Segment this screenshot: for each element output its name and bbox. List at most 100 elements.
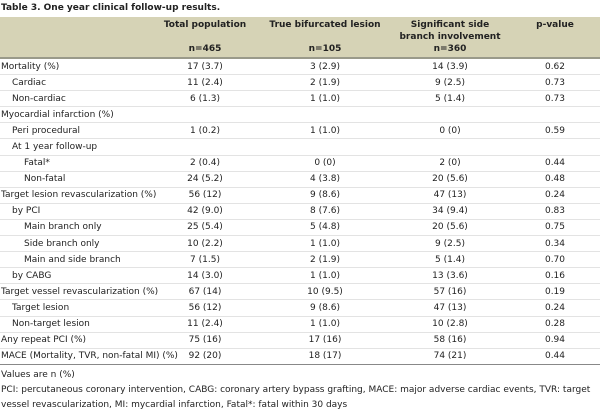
row-value: 2 (0.4) [150,155,260,172]
row-value: 25 (5.4) [150,219,260,237]
row-label: Peri procedural [0,122,150,140]
row-value: 11 (2.4) [150,316,260,333]
col-n: n=360 [433,44,467,54]
row-label: Myocardial infarction (%) [0,106,150,124]
row-value: 0.73 [510,90,600,108]
header-pvalue: p-value [510,17,600,58]
row-value: 34 (9.4) [390,203,510,220]
row-label: Side branch only [0,235,150,253]
row-value: 18 (17) [260,348,390,365]
col-name: Significant side branch involvement [399,20,501,42]
row-value: 0.59 [510,122,600,140]
row-label: by PCI [0,203,150,220]
row-value: 24 (5.2) [150,171,260,188]
row-label: MACE (Mortality, TVR, non-fatal MI) (%) [0,348,178,365]
row-value: 9 (2.5) [390,235,510,253]
note: Values are n (%) [1,369,75,380]
table-row: At 1 year follow-up [0,138,600,156]
row-value [150,106,260,124]
table-notes: Values are n (%) PCI: percutaneous coron… [0,365,600,416]
row-value: 56 (12) [150,187,260,204]
table-row: by PCI 42 (9.0) 8 (7.6) 34 (9.4) 0.83 [0,203,600,220]
row-label: Target lesion revascularization (%) [0,187,156,204]
row-value: 0.75 [510,219,600,237]
row-value: 10 (2.8) [390,316,510,333]
note: PCI: percutaneous coronary intervention,… [1,384,591,410]
row-value: 67 (14) [150,283,260,301]
table-row: Target lesion 56 (12) 9 (8.6) 47 (13) 0.24 [0,299,600,317]
row-label: Mortality (%) [0,58,150,76]
row-label: Any repeat PCI (%) [0,332,150,349]
row-value: 13 (3.6) [390,267,510,285]
row-value: 5 (4.8) [260,219,390,237]
row-value: 11 (2.4) [150,74,260,92]
row-value: 47 (13) [390,299,510,317]
row-value: 0.24 [510,187,600,204]
row-value: 0.16 [510,267,600,285]
row-value [260,106,390,124]
row-value: 56 (12) [150,299,260,317]
header-row: Total population n=465 True bifurcated le… [0,17,600,58]
row-value: 0.83 [510,203,600,220]
row-value: 2 (0) [390,155,510,172]
row-value: 3 (2.9) [260,58,390,76]
table-row: Mortality (%) 17 (3.7) 3 (2.9) 14 (3.9) 0.62 [0,58,600,76]
row-value: 74 (21) [390,348,510,365]
row-value: 9 (8.6) [260,299,390,317]
header-true: True bifurcated lesion n=105 [260,17,390,58]
table-row: by CABG 14 (3.0) 1 (1.0) 13 (3.6) 0.16 [0,267,600,285]
row-label: Non-fatal [0,171,150,188]
row-value: 2 (1.9) [260,74,390,92]
col-n: n=105 [308,44,342,54]
row-value: 7 (1.5) [150,251,260,269]
row-value: 5 (1.4) [390,251,510,269]
row-value: 1 (1.0) [260,235,390,253]
row-value: 20 (5.6) [390,219,510,237]
row-value [510,106,600,124]
row-value: 14 (3.9) [390,58,510,76]
row-value: 5 (1.4) [390,90,510,108]
row-value: 0.34 [510,235,600,253]
table-row: Peri procedural 1 (0.2) 1 (1.0) 0 (0) 0.59 [0,122,600,140]
row-label: by CABG [0,267,150,285]
row-label: Main and side branch [0,251,150,269]
row-value: 17 (3.7) [150,58,260,76]
row-value: 10 (9.5) [260,283,390,301]
table-row: MACE (Mortality, TVR, non-fatal MI) (%) 9… [0,348,600,365]
table-row: Non-target lesion 11 (2.4) 1 (1.0) 10 (2.8)… [0,316,600,333]
row-value: 1 (1.0) [260,90,390,108]
table-row: Any repeat PCI (%) 75 (16) 17 (16) 58 (16) 0… [0,332,600,349]
table-row: Non-fatal 24 (5.2) 4 (3.8) 20 (5.6) 0.48 [0,171,600,188]
col-name: p-value [536,20,574,30]
results-table: Total population n=465 True bifurcated le… [0,17,600,365]
row-value: 57 (16) [390,283,510,301]
row-value: 1 (0.2) [150,122,260,140]
row-value: 0.28 [510,316,600,333]
row-value [150,138,260,156]
row-value: 0.73 [510,74,600,92]
row-label: Target vessel revascularization (%) [0,283,158,301]
row-value: 42 (9.0) [150,203,260,220]
table-row: Fatal* 2 (0.4) 0 (0) 2 (0) 0.44 [0,155,600,172]
row-value: 75 (16) [150,332,260,349]
row-value: 58 (16) [390,332,510,349]
row-value [390,106,510,124]
row-value: 14 (3.0) [150,267,260,285]
table-title: Table 3. One year clinical follow-up res… [1,3,221,13]
table-row: Non-cardiac 6 (1.3) 1 (1.0) 5 (1.4) 0.73 [0,90,600,108]
row-value: 0.70 [510,251,600,269]
row-label: Non-cardiac [0,90,150,108]
row-label: At 1 year follow-up [0,138,150,156]
row-value: 6 (1.3) [150,90,260,108]
row-value: 8 (7.6) [260,203,390,220]
row-value: 0.19 [510,283,600,301]
table-row: Target vessel revascularization (%) 67 (1… [0,283,600,301]
row-value [390,138,510,156]
row-value: 9 (2.5) [390,74,510,92]
table-row: Target lesion revascularization (%) 56 (1… [0,187,600,204]
row-value: 0 (0) [390,122,510,140]
row-value: 0.44 [510,348,600,365]
row-value: 9 (8.6) [260,187,390,204]
col-name: True bifurcated lesion [269,20,381,30]
row-value: 20 (5.6) [390,171,510,188]
